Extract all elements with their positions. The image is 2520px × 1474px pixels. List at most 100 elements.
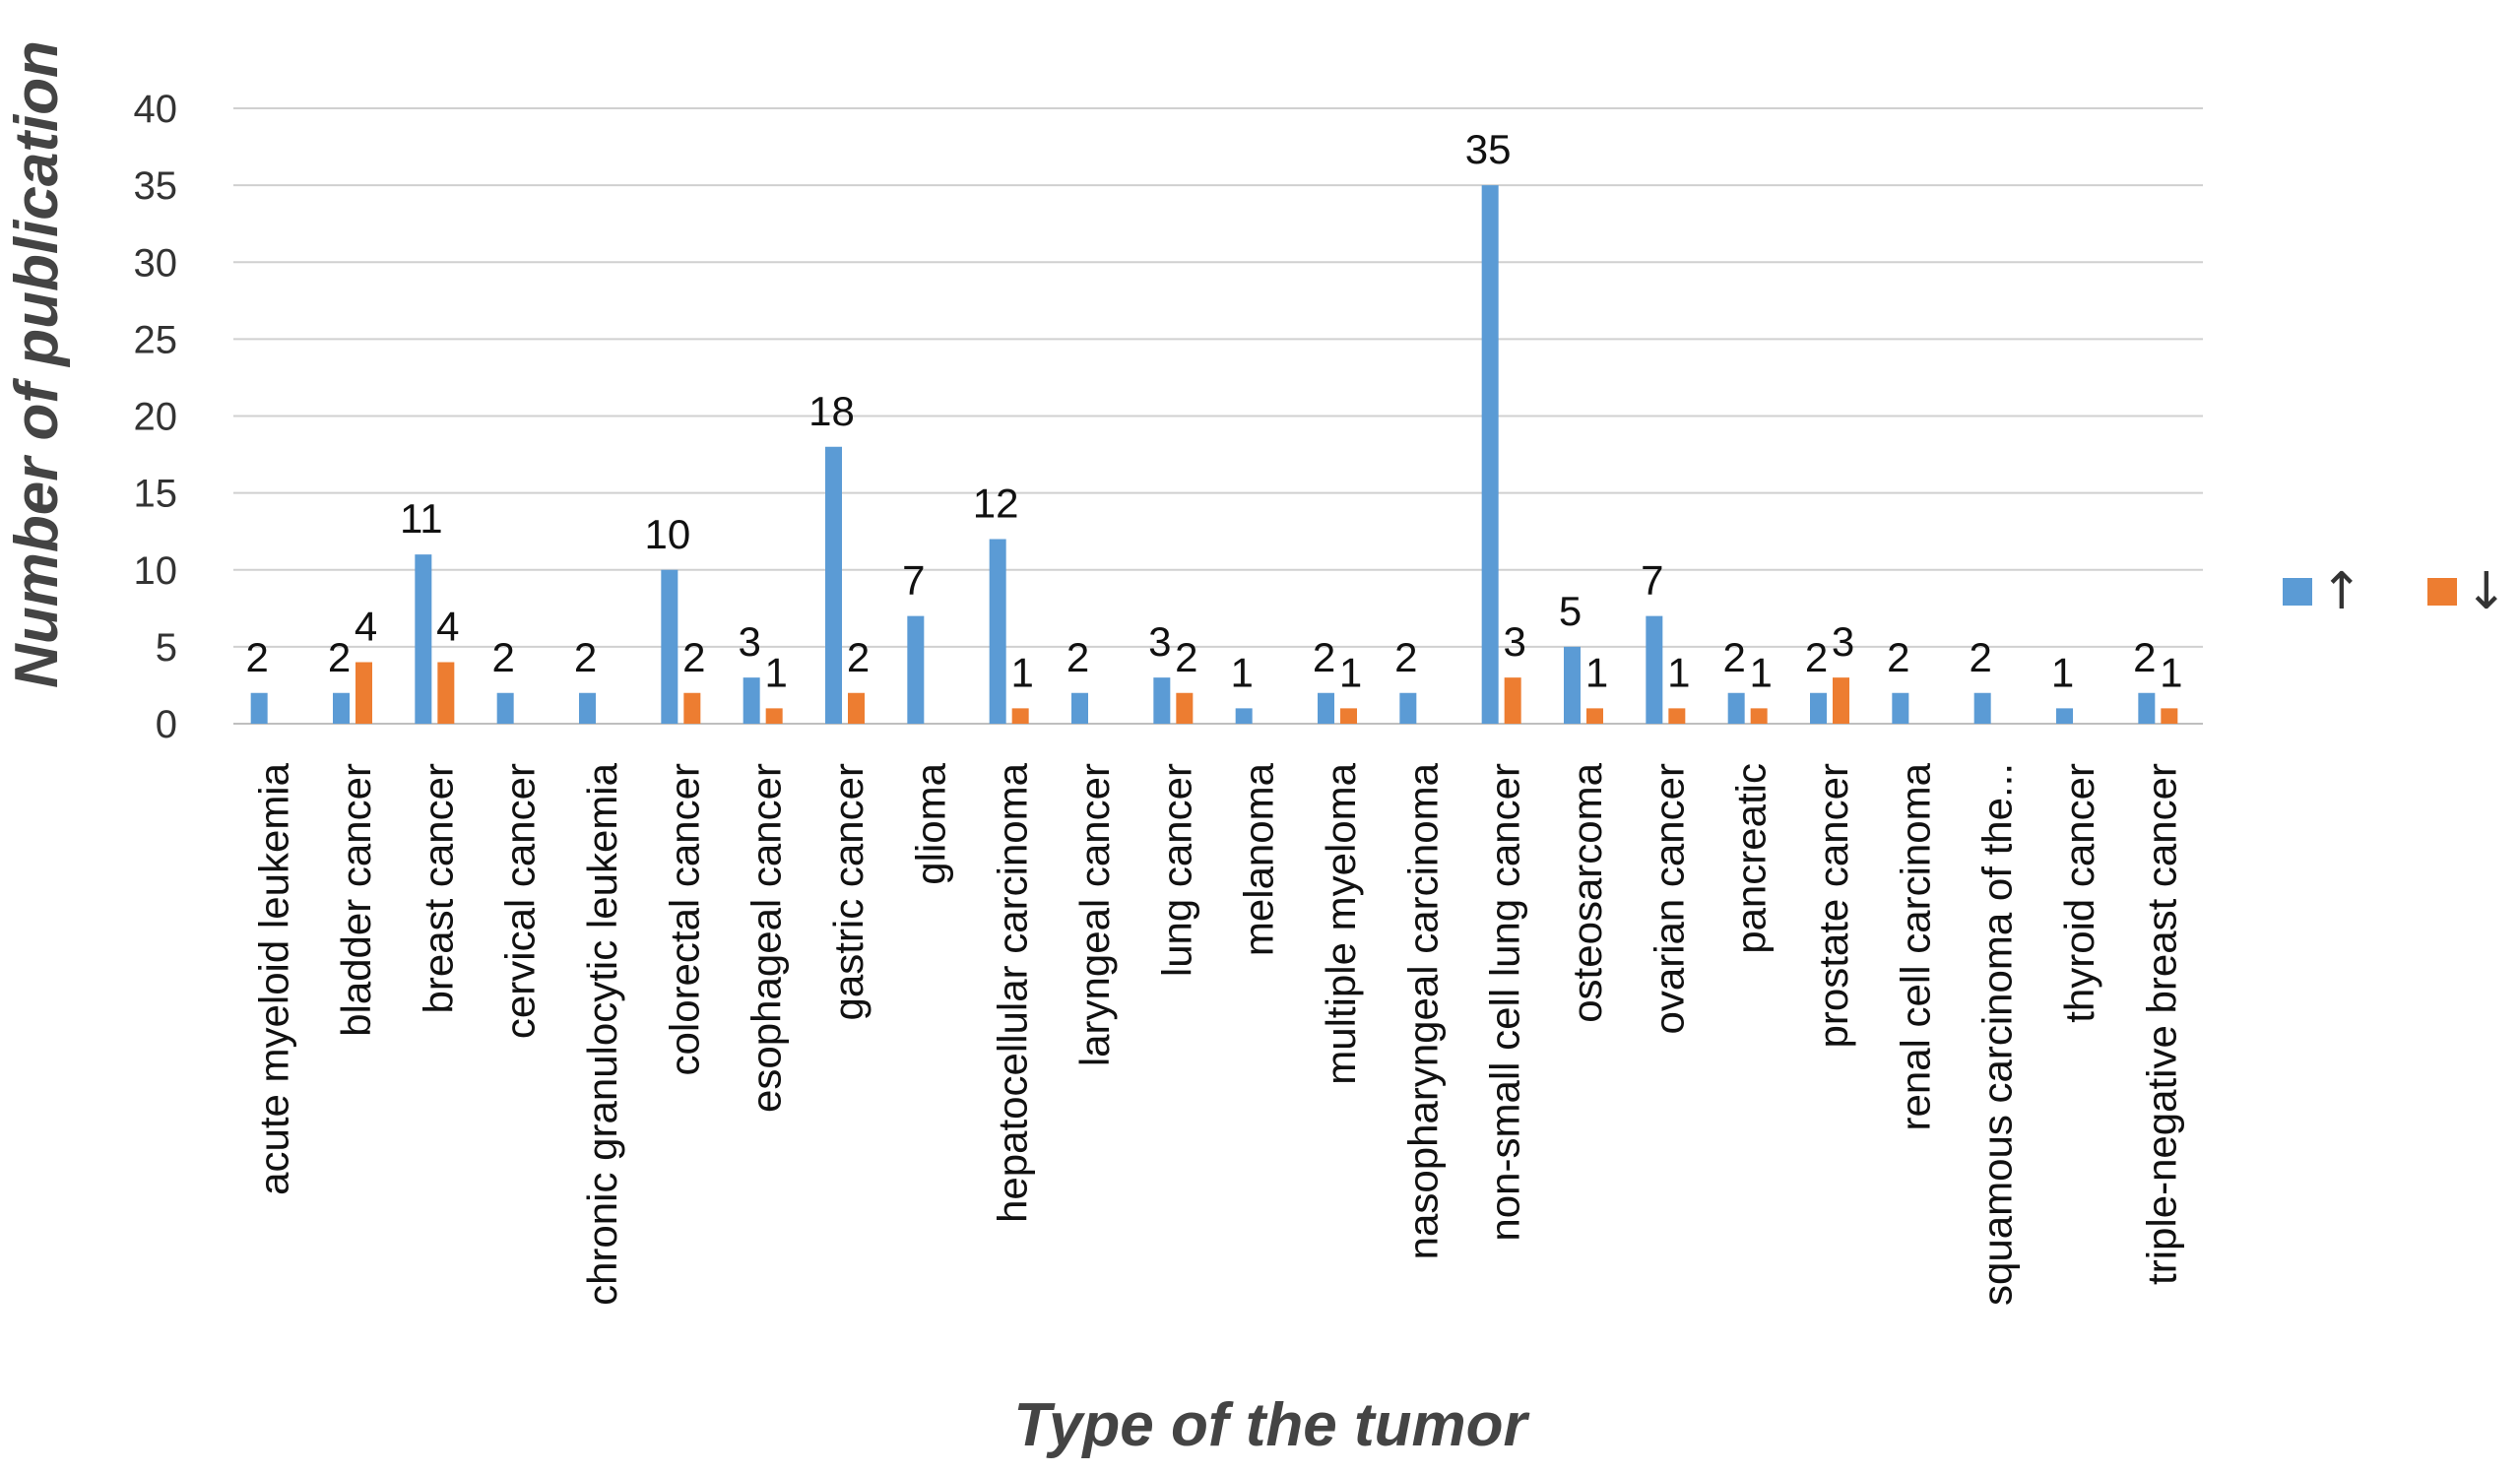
data-label-up: 2 (328, 634, 351, 680)
bar-up (1399, 692, 1417, 724)
bar-up (1071, 692, 1088, 724)
bar-up (989, 539, 1006, 724)
data-label-down: 1 (1667, 649, 1690, 695)
y-tick-label: 5 (156, 626, 177, 670)
x-category-label: acute myeloid leukemia (251, 762, 297, 1195)
data-label-down: 1 (1010, 649, 1033, 695)
legend-label: ↑ (2320, 562, 2363, 621)
bar-down (2161, 708, 2178, 724)
bar-down (437, 662, 455, 724)
bar-up (825, 446, 842, 724)
bar-up (333, 692, 350, 724)
data-label-up: 3 (1148, 618, 1171, 665)
bar-up (1318, 692, 1334, 724)
x-category-label: melanoma (1236, 762, 1282, 956)
x-axis-categories: acute myeloid leukemia bladder cancer brea… (251, 762, 2185, 1306)
data-label-up: 2 (1887, 634, 1909, 680)
x-category-label: squamous carcinoma of the... (1974, 763, 2021, 1306)
data-label-up: 7 (1641, 557, 1663, 604)
legend-swatch (2283, 578, 2312, 606)
bar-up (1481, 185, 1499, 724)
bar-down (848, 692, 865, 724)
data-label-up: 7 (902, 557, 925, 604)
data-label-up: 2 (1394, 634, 1417, 680)
bar-up (1892, 692, 1909, 724)
x-category-label: hepatocellular carcinoma (990, 762, 1036, 1223)
y-axis-ticks: 0 5 10 15 20 25 30 35 40 (134, 88, 178, 746)
bar-down (1011, 708, 1029, 724)
bar-up (579, 692, 596, 724)
bar-down (1668, 708, 1686, 724)
x-category-label: laryngeal cancer (1071, 763, 1118, 1066)
x-category-label: osteosarcoma (1564, 762, 1610, 1022)
x-category-label: chronic granulocytic leukemia (579, 762, 625, 1306)
x-category-label: prostate cancer (1810, 763, 1856, 1049)
bar-up (250, 692, 268, 724)
data-label-up: 2 (1066, 634, 1089, 680)
data-label-up: 18 (808, 388, 855, 434)
bar-down (683, 692, 701, 724)
data-label-up: 2 (1805, 634, 1828, 680)
bar-down (1340, 708, 1357, 724)
bar-up (1646, 615, 1663, 724)
x-category-label: renal cell carcinoma (1892, 762, 1938, 1130)
y-tick-label: 30 (134, 241, 178, 285)
x-category-label: colorectal cancer (661, 763, 707, 1075)
x-category-label: cervical cancer (497, 763, 544, 1039)
data-label-up: 1 (2051, 649, 2074, 695)
bar-up (743, 677, 760, 724)
data-label-down: 1 (1339, 649, 1362, 695)
x-category-label: non-small cell lung cancer (1482, 763, 1528, 1242)
bar-up (1153, 677, 1171, 724)
data-label-down: 1 (1585, 649, 1608, 695)
data-label-up: 2 (1313, 634, 1335, 680)
data-label-down: 1 (1749, 649, 1772, 695)
data-label-up: 2 (1969, 634, 1991, 680)
bar-up (415, 554, 432, 724)
x-category-label: nasopharyngeal carcinoma (1399, 762, 1446, 1259)
x-category-label: pancreatic (1728, 763, 1775, 954)
bar-up (2056, 708, 2073, 724)
bar-up (661, 569, 678, 724)
x-axis-title: Type of the tumor (1013, 1391, 1529, 1459)
y-tick-label: 10 (134, 549, 178, 593)
bar-up (1810, 692, 1827, 724)
data-label-up: 2 (1722, 634, 1745, 680)
bar-down (1504, 677, 1521, 724)
data-label-up: 2 (574, 634, 597, 680)
y-tick-label: 20 (134, 396, 178, 439)
data-label-up: 12 (973, 481, 1019, 527)
x-category-label: glioma (907, 762, 953, 884)
bar-down (1833, 677, 1849, 724)
data-label-up: 3 (738, 618, 760, 665)
x-category-label: bladder cancer (333, 763, 379, 1037)
data-label-up: 35 (1465, 126, 1512, 172)
data-label-down: 3 (1503, 618, 1525, 665)
data-label-down: 2 (1175, 634, 1197, 680)
y-axis-title: Number of publication (3, 40, 71, 688)
x-category-label: lung cancer (1153, 763, 1199, 977)
legend-swatch (2427, 578, 2457, 606)
data-label-down: 3 (1832, 618, 1854, 665)
legend: ↑ ↓ (2283, 562, 2508, 621)
bar-down (1586, 708, 1603, 724)
x-category-label: esophageal cancer (743, 763, 790, 1113)
bar-up (1727, 692, 1745, 724)
data-label-down: 2 (847, 634, 870, 680)
bar-up (1235, 708, 1253, 724)
data-label-down: 4 (436, 604, 459, 650)
data-label-up: 1 (1230, 649, 1253, 695)
data-label-down: 1 (2160, 649, 2182, 695)
bar-down (765, 708, 783, 724)
bar-down (1750, 708, 1768, 724)
bar-down (355, 662, 372, 724)
y-tick-label: 40 (134, 88, 178, 131)
y-tick-label: 35 (134, 164, 178, 208)
x-category-label: ovarian cancer (1646, 763, 1692, 1034)
data-label-up: 2 (2133, 634, 2156, 680)
y-tick-label: 0 (156, 703, 177, 746)
data-label-down: 2 (682, 634, 705, 680)
gridlines (233, 107, 2203, 725)
legend-label: ↓ (2465, 562, 2508, 621)
